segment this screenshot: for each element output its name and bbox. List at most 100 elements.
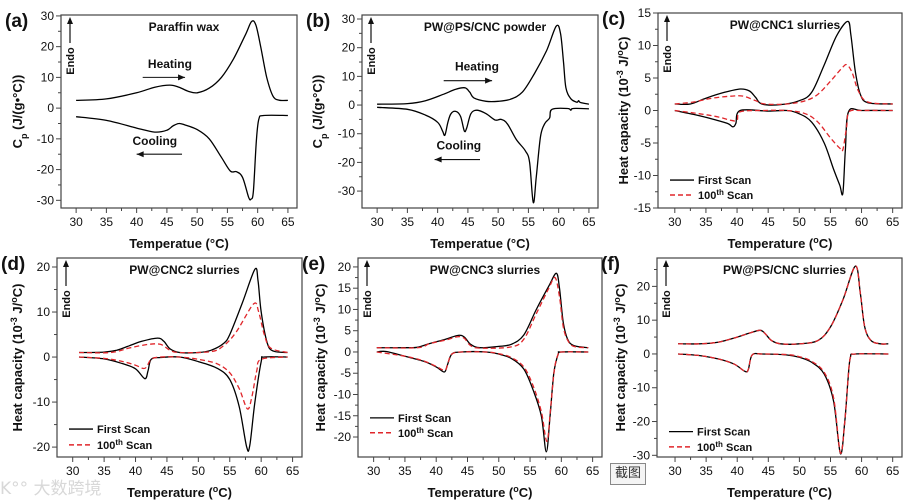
text-part: (J/(g•°C)) [310, 75, 325, 134]
text-part: 100 [698, 190, 716, 202]
endo-label: Endo [61, 290, 73, 318]
x-axis-label: Temperatue (°C) [129, 236, 229, 251]
text-part: C) [613, 284, 628, 298]
x-tick-label: 30 [668, 464, 682, 478]
y-tick-label: 20 [342, 41, 356, 55]
y-tick-label: 10 [37, 305, 51, 319]
y-tick-label: 10 [638, 39, 652, 53]
x-tick-label: 30 [367, 464, 381, 478]
text-part: Heat capacity (10 [613, 325, 628, 431]
text-part: First Scan [97, 424, 150, 436]
x-tick-label: 45 [160, 215, 174, 229]
annotation-heating: Heating [148, 57, 192, 71]
y-tick-label: 5 [644, 71, 651, 85]
legend-label-first: First Scan [97, 424, 150, 436]
y-tick-label: 0 [643, 347, 650, 361]
chart-title: PW@CNC3 slurries [430, 263, 541, 277]
y-tick-label: 15 [638, 6, 652, 20]
text-part: Heat capacity (10 [10, 325, 25, 431]
y-tick-label: -30 [37, 193, 55, 207]
x-axis-label: Temperature (oC) [728, 235, 833, 251]
x-axis-label-part: Temperatue (°C) [430, 236, 530, 251]
text-part: th [715, 439, 723, 448]
x-axis-label: Temperature (oC) [727, 484, 832, 500]
y-axis-label: Cp (J/(g•°C)) [10, 75, 29, 149]
series-line-100th-scan-heating [376, 276, 589, 349]
x-tick-label: 65 [281, 215, 295, 229]
series-line-heating [377, 24, 590, 105]
series-line-first-scan-cooling [674, 107, 893, 196]
text-part: p [319, 133, 329, 139]
x-tick-label: 60 [552, 215, 566, 229]
x-axis-label-part: Temperatue (°C) [129, 236, 229, 251]
text-part: J/ [313, 302, 328, 317]
x-tick-label: 60 [254, 464, 268, 478]
x-tick-label: 60 [555, 464, 569, 478]
text-part: -3 [615, 70, 625, 78]
series-line-100th-scan-heating [78, 302, 288, 354]
y-tick-label: 5 [344, 324, 351, 338]
legend-label-hundredth: 100th Scan [697, 439, 753, 454]
x-tick-label: 55 [522, 215, 536, 229]
panel-label: (c) [602, 9, 625, 30]
x-tick-label: 55 [824, 215, 838, 229]
legend-label-hundredth: 100th Scan [97, 437, 153, 452]
y-tick-label: 0 [344, 345, 351, 359]
x-tick-label: 40 [730, 215, 744, 229]
y-tick-label: 10 [338, 302, 352, 316]
y-tick-label: 15 [338, 281, 352, 295]
y-tick-label: -5 [640, 136, 651, 150]
series-line-first-scan-heating [376, 272, 589, 349]
legend-label-hundredth: 100th Scan [398, 425, 454, 440]
text-part: Heat capacity (10 [313, 325, 328, 431]
text-part: o [9, 297, 19, 303]
x-tick-label: 55 [221, 215, 235, 229]
panel-label: (a) [5, 11, 28, 32]
text-part: o [312, 297, 322, 303]
y-tick-label: 30 [342, 12, 356, 26]
text-part: th [115, 437, 123, 446]
panel-d: (d) PW@CNC2 slurries 30 35 40 45 50 55 60 65 -20 -1… [1, 254, 303, 500]
x-tick-label: 65 [286, 464, 300, 478]
y-tick-label: 20 [637, 279, 651, 293]
series-line-100th-scan-heating [678, 265, 889, 345]
text-part: p [19, 133, 29, 139]
x-tick-label: 30 [69, 215, 83, 229]
y-tick-label: 30 [41, 9, 55, 23]
x-axis-label-part: Temperature ( [728, 236, 814, 251]
panel-label: (d) [1, 254, 25, 275]
text-part: Scan [123, 440, 153, 452]
y-tick-label: 20 [41, 40, 55, 54]
text-part: J/ [10, 302, 25, 317]
snapshot-button[interactable]: 截图 [610, 463, 646, 485]
x-tick-label: 30 [370, 215, 384, 229]
y-tick-label: -10 [634, 169, 652, 183]
legend-label-first: First Scan [698, 175, 751, 187]
x-axis-label-part: o [513, 484, 519, 494]
panel-label: (e) [302, 254, 325, 275]
y-tick-label: -30 [338, 184, 356, 198]
endo-label: Endo [65, 47, 77, 75]
y-tick-label: 10 [342, 69, 356, 83]
x-tick-label: 40 [129, 464, 143, 478]
text-part: Heat capacity (10 [616, 78, 631, 184]
x-tick-label: 35 [699, 464, 713, 478]
annotation-cooling: Cooling [132, 134, 177, 148]
panel-label: (b) [306, 11, 330, 32]
x-axis-label-part: C) [519, 485, 533, 500]
y-tick-label: -20 [334, 430, 352, 444]
series-line-cooling [377, 106, 589, 204]
text-part: C) [616, 37, 631, 51]
text-part: Scan [723, 442, 753, 454]
text-part: Scan [424, 428, 454, 440]
text-part: -3 [612, 317, 622, 325]
series-line-first-scan-cooling [678, 352, 889, 455]
plot-frame [60, 14, 298, 209]
series-line-first-scan-heating [78, 267, 288, 354]
y-axis-label: Heat capacity (10-3 J/oC) [312, 284, 328, 432]
y-tick-label: 20 [338, 260, 352, 274]
chart-title: PW@PS/CNC slurries [723, 263, 846, 277]
y-tick-label: 10 [41, 70, 55, 84]
